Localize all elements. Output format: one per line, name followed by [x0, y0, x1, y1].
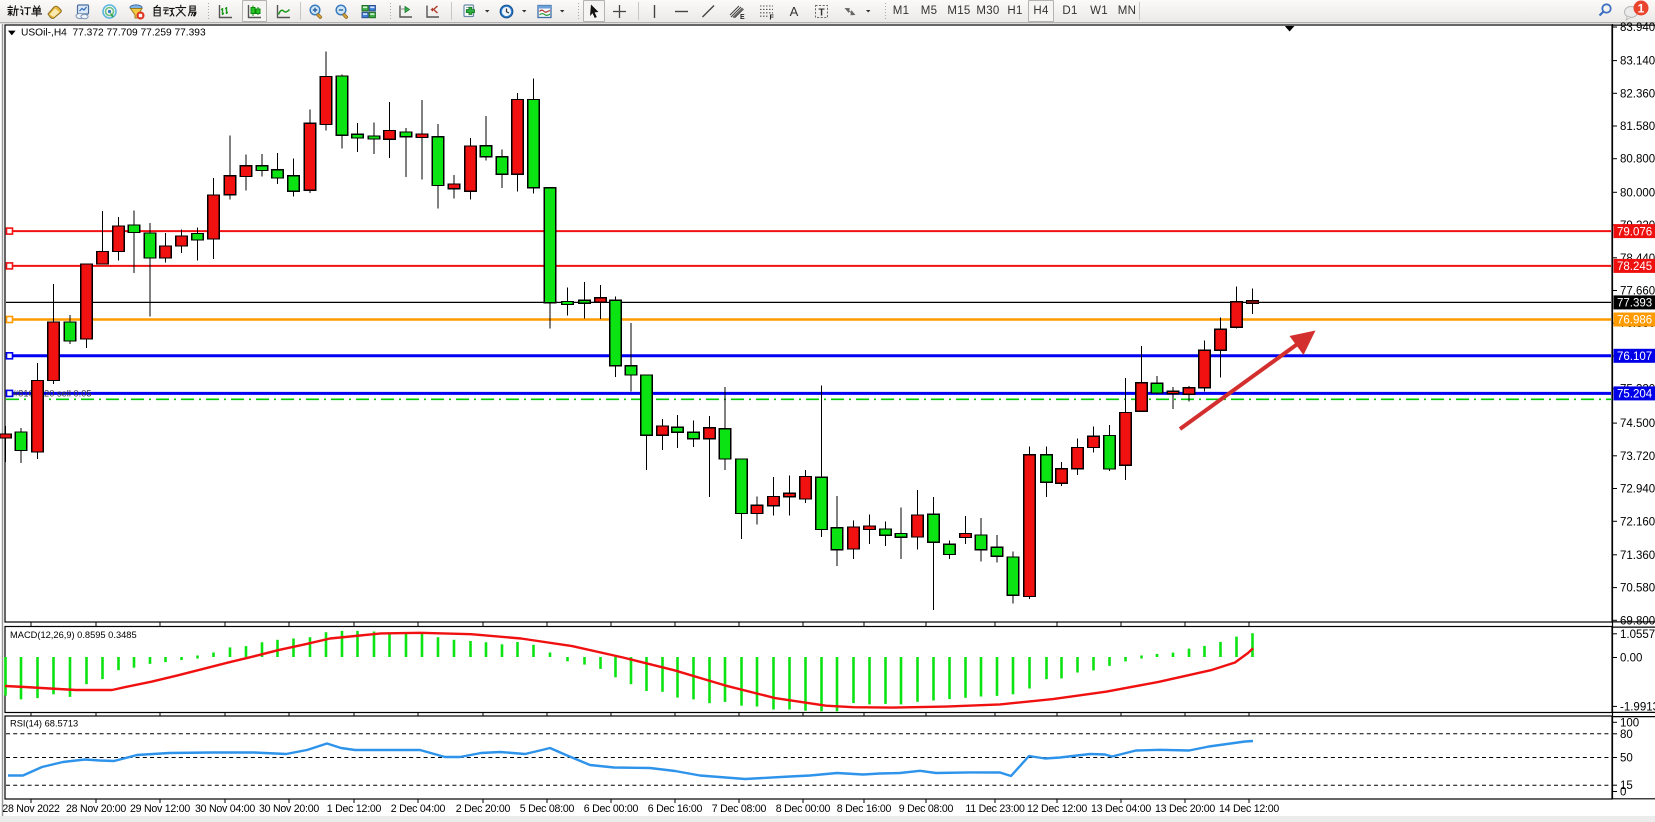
- svg-text:83.140: 83.140: [1620, 56, 1655, 68]
- svg-text:81.580: 81.580: [1620, 121, 1655, 133]
- svg-text:28 Nov 2022: 28 Nov 2022: [2, 803, 60, 815]
- svg-text:75.204: 75.204: [1617, 389, 1653, 401]
- svg-text:70.580: 70.580: [1620, 583, 1655, 595]
- svg-text:6 Dec 00:00: 6 Dec 00:00: [584, 803, 639, 815]
- svg-text:80.000: 80.000: [1620, 187, 1655, 199]
- svg-text:72.940: 72.940: [1620, 484, 1655, 496]
- svg-text:7 Dec 08:00: 7 Dec 08:00: [712, 803, 767, 815]
- svg-text:80: 80: [1620, 729, 1633, 741]
- svg-text:8 Dec 16:00: 8 Dec 16:00: [837, 803, 892, 815]
- svg-text:1.0557: 1.0557: [1620, 629, 1655, 641]
- svg-text:2 Dec 04:00: 2 Dec 04:00: [391, 803, 446, 815]
- svg-text:F: F: [769, 14, 774, 20]
- svg-text:2 Dec 20:00: 2 Dec 20:00: [456, 803, 511, 815]
- svg-text:RSI(14) 68.5713: RSI(14) 68.5713: [10, 719, 78, 729]
- svg-text:0.00: 0.00: [1620, 653, 1642, 665]
- svg-text:1 Dec 12:00: 1 Dec 12:00: [327, 803, 382, 815]
- svg-text:8 Dec 00:00: 8 Dec 00:00: [776, 803, 831, 815]
- svg-text:100: 100: [1620, 717, 1639, 729]
- svg-text:30 Nov 04:00: 30 Nov 04:00: [195, 803, 255, 815]
- svg-text:77.660: 77.660: [1620, 286, 1655, 298]
- svg-text:79.076: 79.076: [1617, 226, 1652, 238]
- svg-text:USOil-,H4 77.372 77.709 77.25: USOil-,H4 77.372 77.709 77.259 77.393: [21, 28, 206, 39]
- svg-text:11 Dec 23:00: 11 Dec 23:00: [965, 803, 1025, 815]
- svg-text:15: 15: [1620, 780, 1633, 792]
- svg-text:74.500: 74.500: [1620, 418, 1655, 430]
- svg-text:0: 0: [1620, 787, 1626, 799]
- svg-text:#8161020 sell 0.05: #8161020 sell 0.05: [13, 389, 92, 399]
- svg-text:72.160: 72.160: [1620, 516, 1655, 528]
- svg-text:80.800: 80.800: [1620, 154, 1655, 166]
- svg-text:MACD(12,26,9) 0.8595 0.3485: MACD(12,26,9) 0.8595 0.3485: [10, 630, 137, 640]
- svg-text:28 Nov 20:00: 28 Nov 20:00: [66, 803, 126, 815]
- svg-text:-1.9913: -1.9913: [1620, 701, 1655, 713]
- svg-text:77.393: 77.393: [1617, 298, 1652, 310]
- svg-text:14 Dec 12:00: 14 Dec 12:00: [1219, 803, 1279, 815]
- svg-text:29 Nov 12:00: 29 Nov 12:00: [130, 803, 190, 815]
- svg-text:5 Dec 08:00: 5 Dec 08:00: [520, 803, 575, 815]
- svg-text:82.360: 82.360: [1620, 88, 1655, 100]
- svg-text:69.800: 69.800: [1620, 615, 1655, 627]
- svg-text:6 Dec 16:00: 6 Dec 16:00: [648, 803, 703, 815]
- svg-text:76.107: 76.107: [1617, 351, 1652, 363]
- svg-text:1: 1: [1638, 1, 1645, 15]
- svg-text:76.986: 76.986: [1617, 315, 1652, 327]
- svg-text:13 Dec 20:00: 13 Dec 20:00: [1155, 803, 1215, 815]
- svg-text:50: 50: [1620, 753, 1633, 765]
- svg-text:T: T: [818, 7, 824, 18]
- svg-text:12 Dec 12:00: 12 Dec 12:00: [1027, 803, 1087, 815]
- svg-text:30 Nov 20:00: 30 Nov 20:00: [259, 803, 319, 815]
- svg-text:73.720: 73.720: [1620, 451, 1655, 463]
- svg-text:13 Dec 04:00: 13 Dec 04:00: [1091, 803, 1151, 815]
- svg-text:83.940: 83.940: [1620, 22, 1655, 34]
- svg-text:9 Dec 08:00: 9 Dec 08:00: [899, 803, 954, 815]
- svg-text:71.360: 71.360: [1620, 550, 1655, 562]
- svg-text:78.245: 78.245: [1617, 261, 1652, 273]
- svg-text:E: E: [740, 14, 745, 20]
